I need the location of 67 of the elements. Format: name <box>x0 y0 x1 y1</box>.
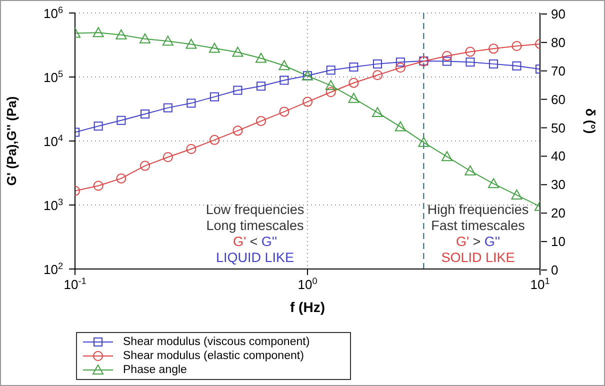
point <box>233 86 242 95</box>
point <box>326 87 336 98</box>
x-tick-label: 10$^{1}$ <box>530 276 550 292</box>
point <box>280 76 289 85</box>
point <box>489 59 498 68</box>
x-axis-title: f (Hz) <box>290 299 325 315</box>
point <box>326 66 336 75</box>
point <box>256 116 266 126</box>
x-tick-label: 10$^{-1}$ <box>64 276 86 292</box>
y2-tick-label: 10 <box>551 234 566 250</box>
annotation: LIQUID LIKE <box>216 250 294 265</box>
y-tick-label: 10$^{6}$ <box>43 5 63 21</box>
point <box>94 122 103 131</box>
point <box>396 58 405 67</box>
point <box>372 70 382 80</box>
point <box>210 92 219 102</box>
annotation: Fast timescales <box>431 218 526 233</box>
point <box>256 82 266 91</box>
point <box>372 59 382 68</box>
point <box>465 46 476 57</box>
annotation: G' < G'' <box>232 234 278 249</box>
annotation: Long timescales <box>206 218 304 233</box>
y2-tick-label: 90 <box>551 6 566 22</box>
legend-label: Shear modulus (elastic component) <box>123 349 304 363</box>
y-axis-title: G' (Pa),G'' (Pa) <box>4 96 19 186</box>
y2-tick-label: 30 <box>551 177 566 192</box>
point <box>162 152 173 162</box>
legend-label: Shear modulus (viscous component) <box>123 335 310 349</box>
point <box>232 126 243 136</box>
point <box>302 96 312 107</box>
point <box>442 56 452 66</box>
y2-axis-title: δ (°) <box>583 108 598 134</box>
point <box>466 58 475 67</box>
point <box>348 78 359 88</box>
point <box>349 62 358 72</box>
point <box>442 50 452 61</box>
point <box>279 106 290 117</box>
y-tick-label: 10$^{4}$ <box>43 133 63 149</box>
annotation: SOLID LIKE <box>441 250 515 265</box>
y2-tick-label: 70 <box>551 63 566 78</box>
point <box>186 98 196 108</box>
x-tick-label: 10$^{0}$ <box>298 276 318 292</box>
y2-tick-label: 20 <box>551 206 566 221</box>
point <box>209 134 220 145</box>
y-tick-label: 10$^{2}$ <box>43 261 63 277</box>
point <box>116 173 126 184</box>
y2-tick-label: 60 <box>551 92 566 107</box>
annotation: High frequencies <box>427 202 529 217</box>
point <box>116 116 126 125</box>
point <box>140 160 150 171</box>
y2-tick-label: 50 <box>551 120 566 136</box>
point <box>488 44 499 54</box>
point <box>512 41 522 52</box>
point <box>512 61 522 70</box>
y2-tick-label: 80 <box>551 34 566 50</box>
point <box>93 180 104 191</box>
point <box>395 62 406 73</box>
point <box>186 144 196 154</box>
y2-tick-label: 0 <box>551 262 558 278</box>
point <box>163 103 172 112</box>
y-tick-label: 10$^{5}$ <box>43 69 63 85</box>
legend-label: Phase angle <box>123 363 187 377</box>
y2-tick-label: 40 <box>551 148 566 164</box>
y-tick-label: 10$^{3}$ <box>43 197 63 213</box>
point <box>140 110 150 119</box>
annotation: G' > G'' <box>456 234 500 249</box>
annotation: Low frequencies <box>206 202 304 217</box>
